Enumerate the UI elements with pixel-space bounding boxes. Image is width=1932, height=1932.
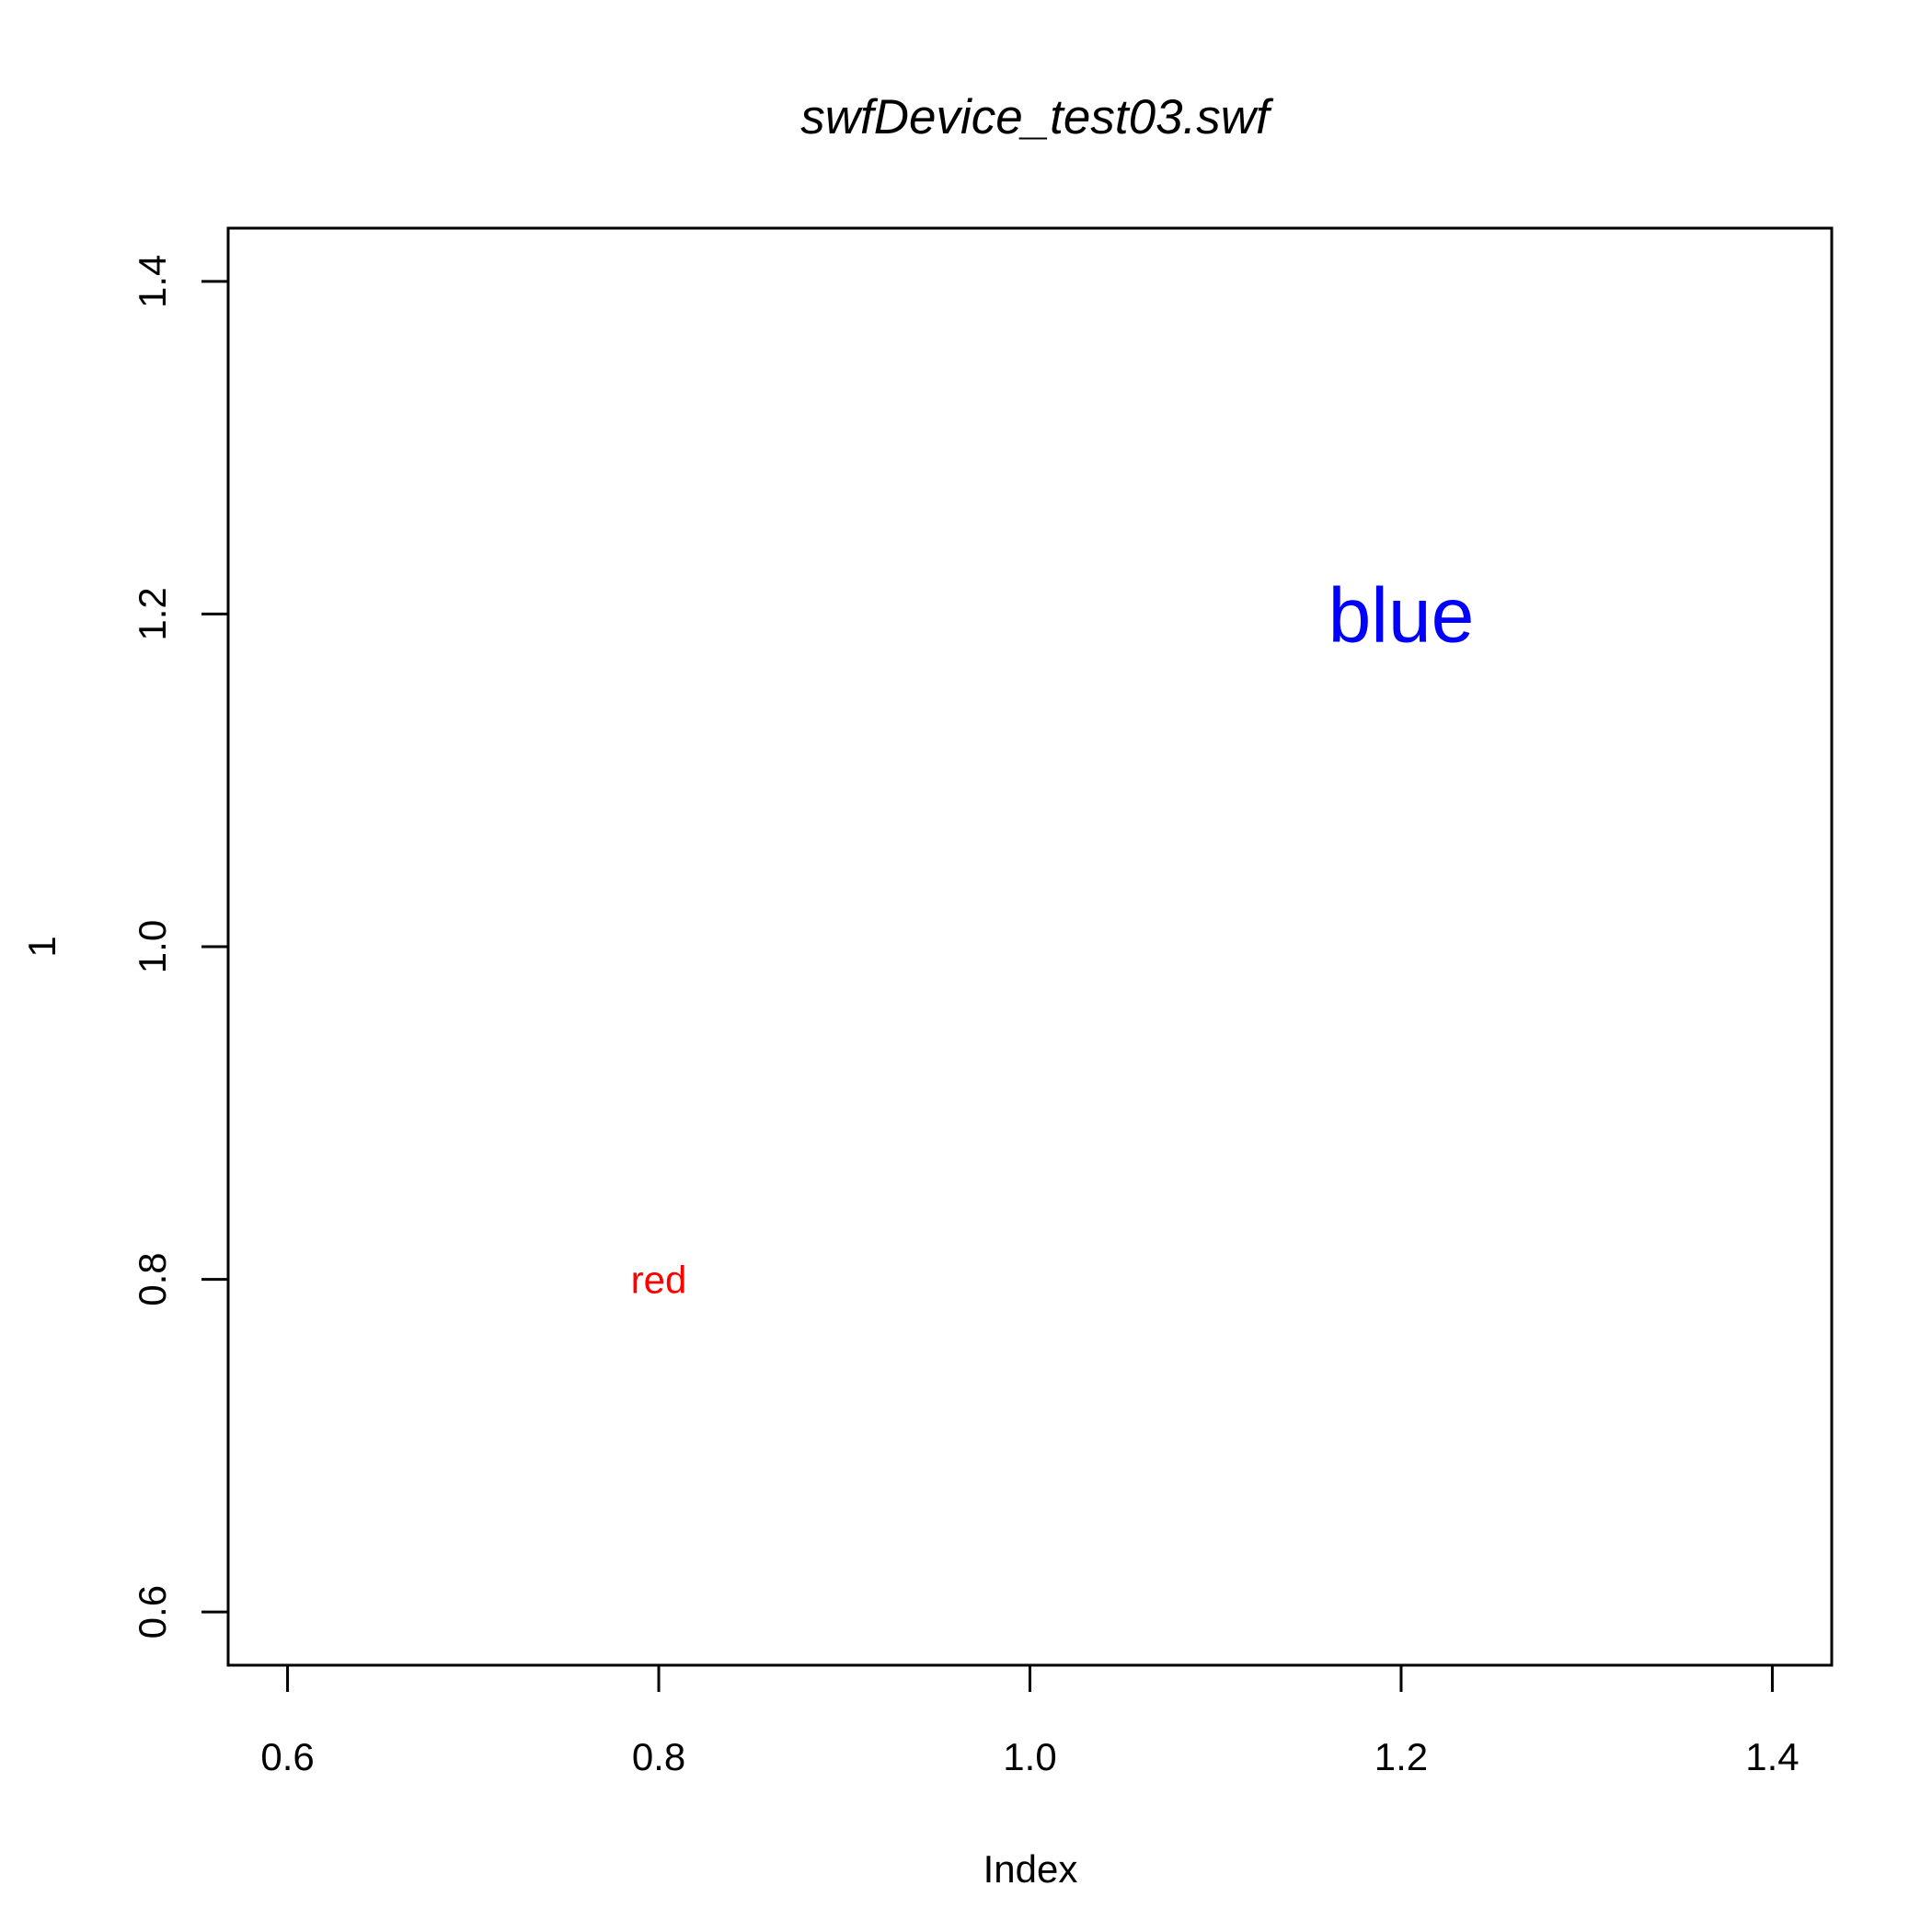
y-tick-label: 0.8 [131,1252,174,1305]
y-axis: 0.6 0.8 1.0 1.2 1.4 [131,255,230,1639]
x-tick-label: 0.6 [260,1735,314,1778]
annotation-red: red [631,1259,687,1302]
x-axis-label: Index [983,1847,1078,1891]
y-tick-label: 1.0 [131,920,174,973]
chart-title: swfDevice_test03.swf [800,90,1274,144]
y-tick-label: 1.4 [131,255,174,308]
x-axis: 0.6 0.8 1.0 1.2 1.4 [260,1663,1800,1778]
x-tick-label: 0.8 [632,1735,685,1778]
annotation-blue: blue [1328,572,1475,659]
y-axis-label: 1 [20,936,63,957]
annotations: red blue [631,572,1475,1302]
y-tick-label: 1.2 [131,587,174,640]
y-tick-label: 0.6 [131,1585,174,1639]
x-tick-label: 1.4 [1745,1735,1799,1778]
x-tick-label: 1.0 [1003,1735,1056,1778]
plot-frame [226,226,1834,1667]
x-tick-label: 1.2 [1374,1735,1428,1778]
